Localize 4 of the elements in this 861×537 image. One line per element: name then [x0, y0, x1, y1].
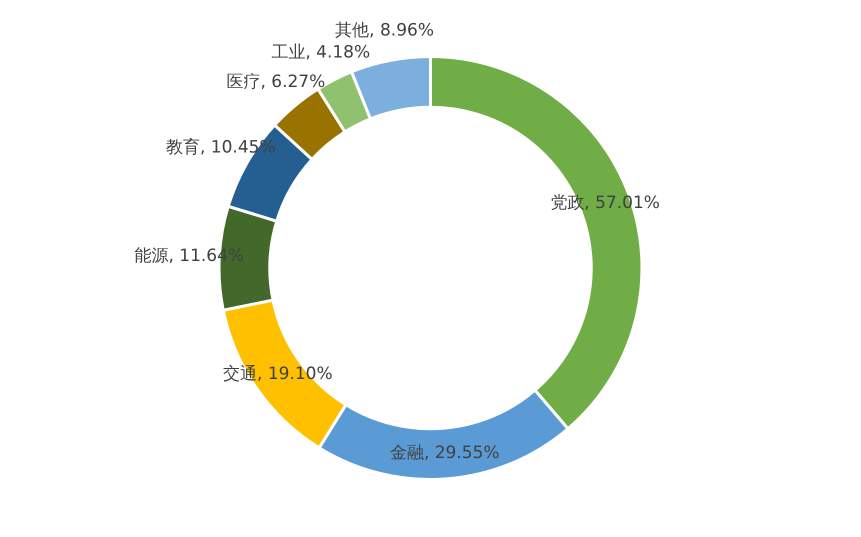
slice-label: 其他, 8.96%: [335, 20, 434, 40]
slice-label: 金融, 29.55%: [390, 442, 500, 463]
slice-label: 工业, 4.18%: [271, 42, 370, 62]
slice-label: 医疗, 6.27%: [226, 72, 326, 92]
